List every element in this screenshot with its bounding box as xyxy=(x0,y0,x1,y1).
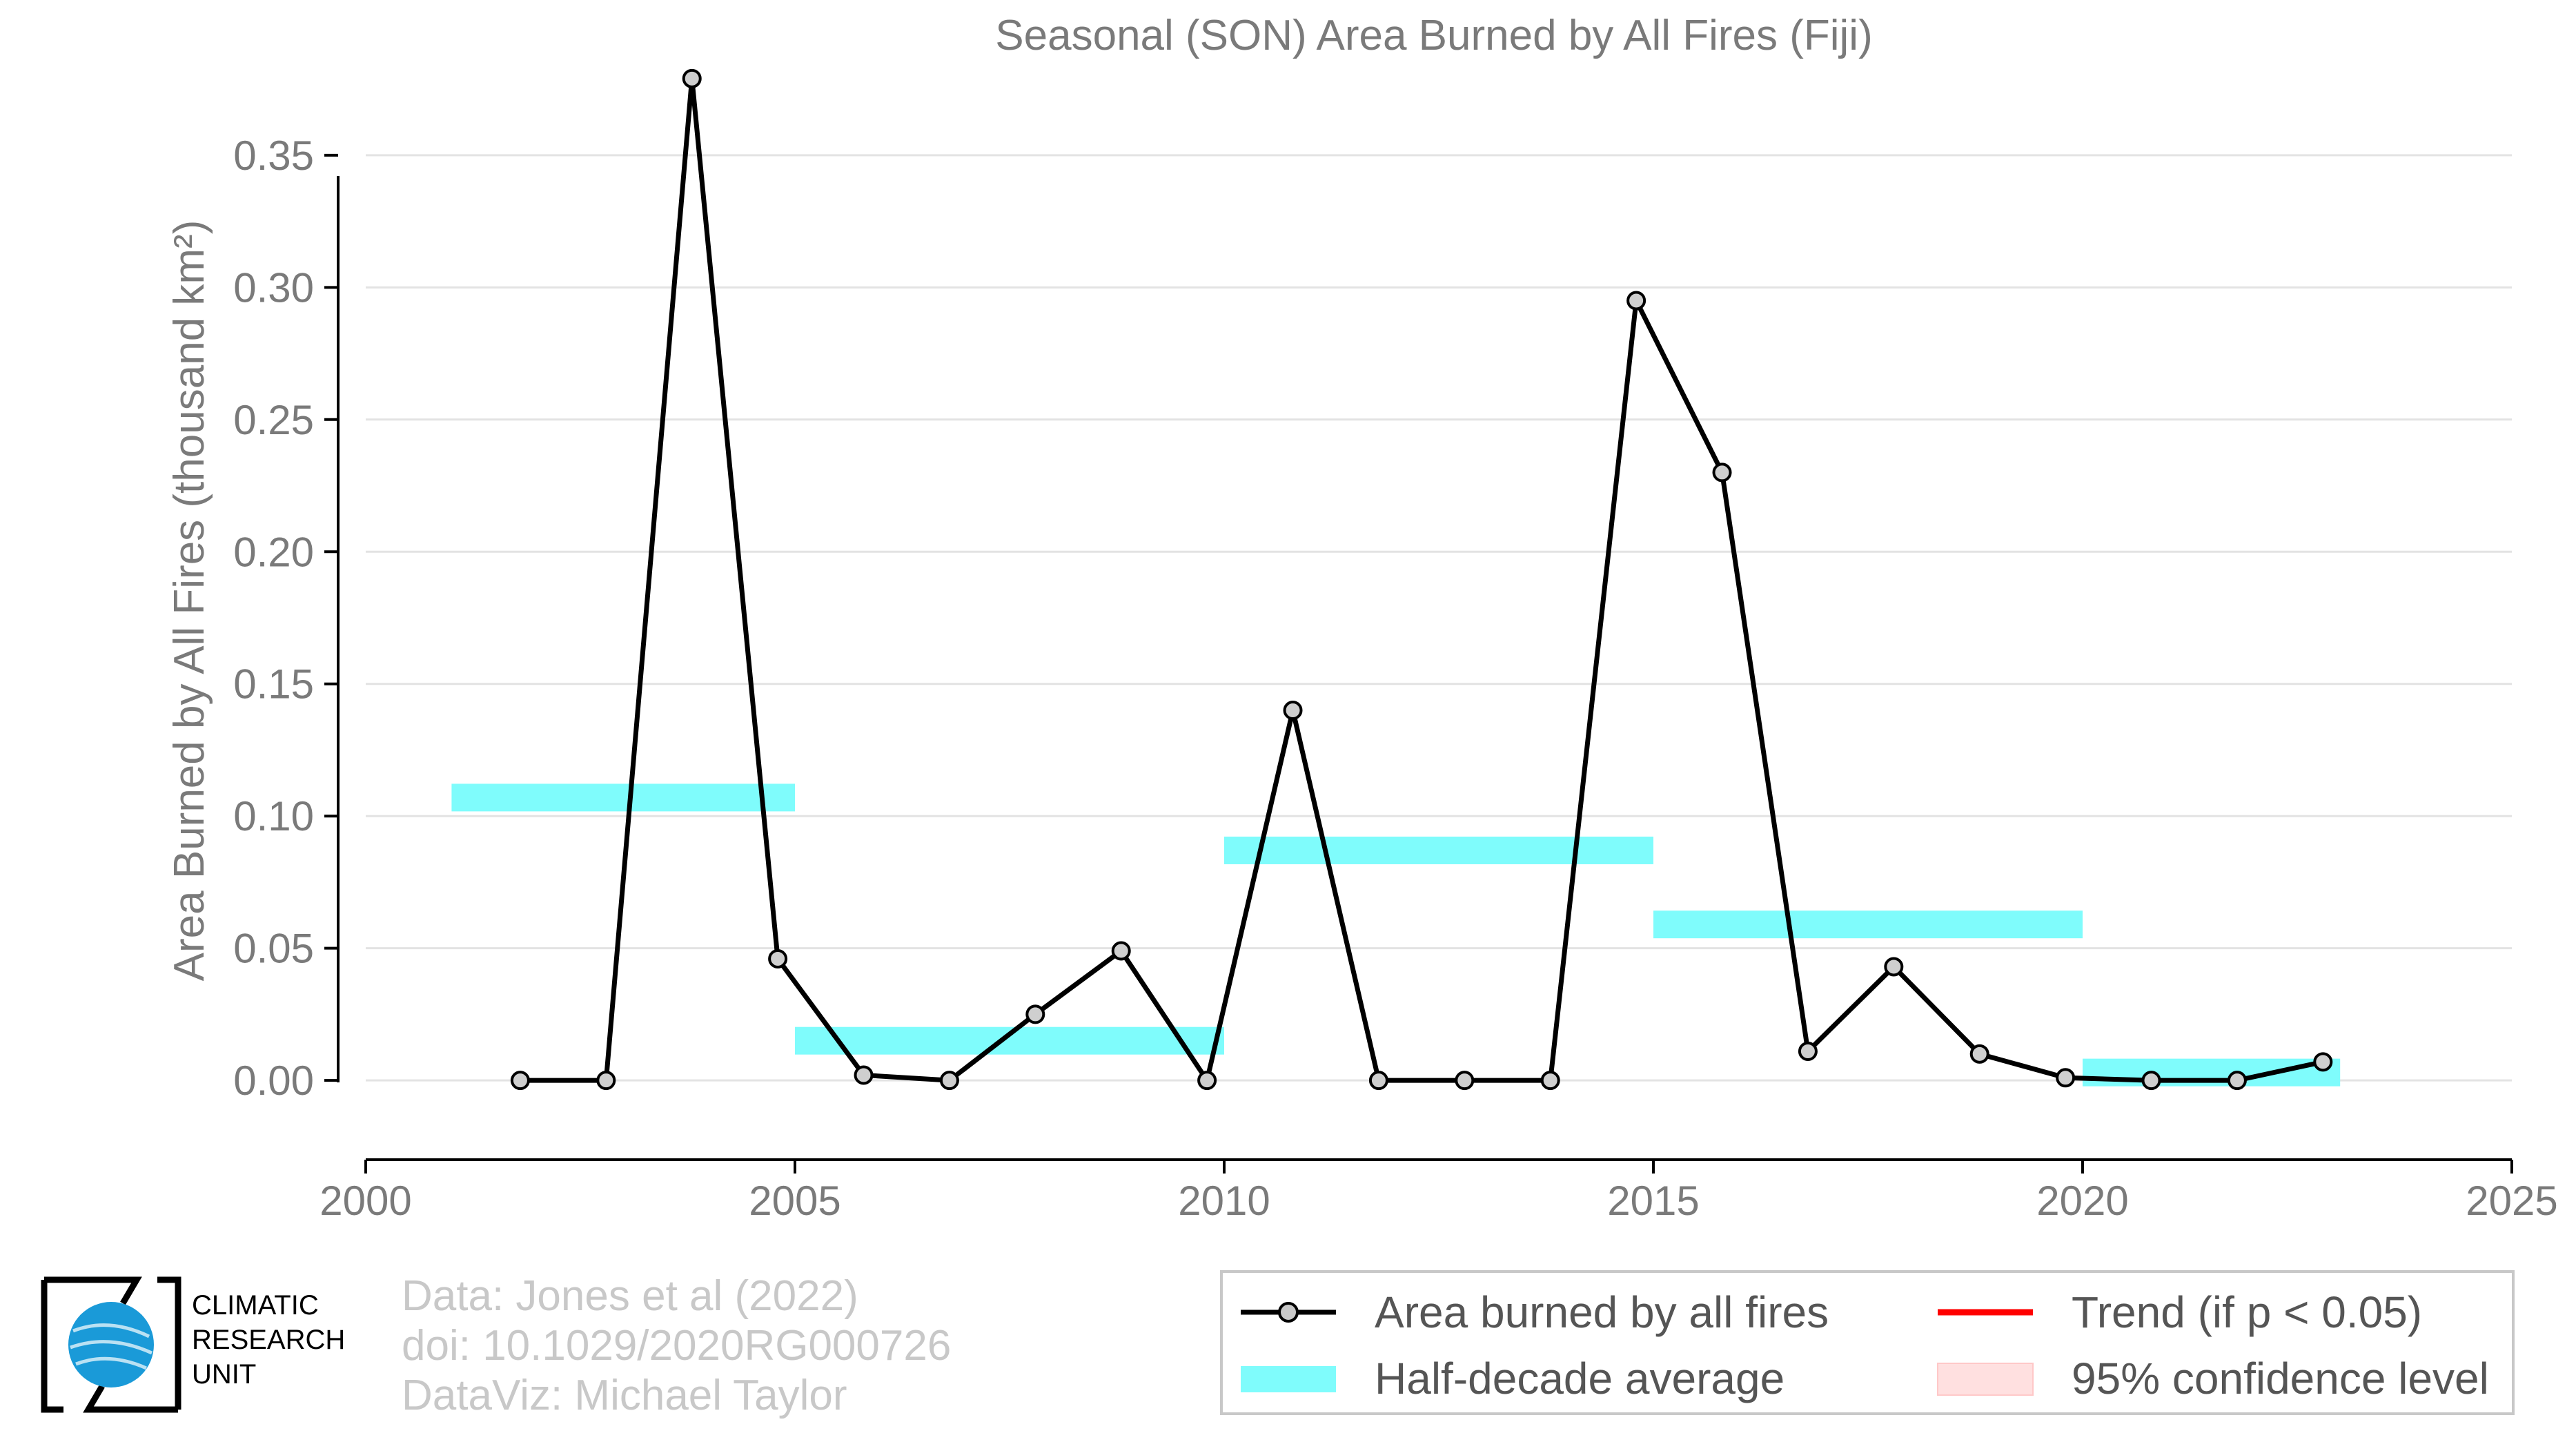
y-tick-label: 0.05 xyxy=(233,926,314,972)
data-point xyxy=(1798,1042,1818,1061)
data-point xyxy=(596,1071,616,1091)
y-tick-label: 0.10 xyxy=(233,793,314,839)
half-decade-bar xyxy=(451,783,795,812)
logo-line-1: CLIMATIC xyxy=(192,1290,319,1321)
x-tick-label: 2000 xyxy=(319,1178,411,1224)
data-point xyxy=(1111,941,1131,961)
logo-line-2: RESEARCH xyxy=(192,1325,346,1355)
gridlines xyxy=(366,154,2512,1082)
data-credits: Data: Jones et al (2022) doi: 10.1029/20… xyxy=(402,1272,951,1421)
data-point xyxy=(1455,1071,1475,1091)
legend-item-half-decade: Half-decade average xyxy=(1237,1347,1784,1410)
y-tick-label: 0.30 xyxy=(233,264,314,311)
legend-item-confidence: 95% confidence level xyxy=(1934,1347,2489,1410)
globe-icon xyxy=(41,1276,181,1413)
data-point xyxy=(768,948,788,968)
x-tick-label: 2005 xyxy=(749,1178,840,1224)
legend-swatch-cyan xyxy=(1241,1366,1336,1392)
legend-label-half-decade: Half-decade average xyxy=(1375,1354,1785,1403)
cru-logo: CLIMATIC RESEARCH UNIT xyxy=(40,1276,364,1414)
y-tick-label: 0.00 xyxy=(233,1058,314,1104)
data-point xyxy=(939,1071,959,1091)
legend-swatch-line-marker xyxy=(1241,1302,1336,1323)
credit-doi: doi: 10.1029/2020RG000726 xyxy=(402,1322,952,1370)
legend-item-trend: Trend (if p < 0.05) xyxy=(1934,1281,2422,1343)
x-tick-label: 2015 xyxy=(1607,1178,1699,1224)
data-point xyxy=(1626,291,1646,311)
y-tick-label: 0.15 xyxy=(233,661,314,708)
legend: Area burned by all fires Half-decade ave… xyxy=(1220,1270,2515,1415)
half-decade-bars xyxy=(451,783,2341,1087)
data-point xyxy=(1969,1044,1989,1064)
data-point xyxy=(682,68,702,88)
y-tick-label: 0.35 xyxy=(233,133,314,179)
half-decade-bar xyxy=(1224,836,1653,864)
data-point xyxy=(1368,1071,1388,1091)
credit-dataviz: DataViz: Michael Taylor xyxy=(402,1372,847,1419)
legend-label-trend: Trend (if p < 0.05) xyxy=(2072,1287,2423,1337)
chart-title: Seasonal (SON) Area Burned by All Fires … xyxy=(995,12,1872,59)
y-axis-label: Area Burned by All Fires (thousand km²) xyxy=(166,220,213,982)
data-point xyxy=(2227,1071,2247,1091)
half-decade-bar xyxy=(795,1026,1224,1055)
data-point xyxy=(1025,1004,1045,1024)
data-point xyxy=(1540,1071,1560,1091)
legend-swatch-pink xyxy=(1937,1363,2034,1396)
x-tick-label: 2010 xyxy=(1178,1178,1270,1224)
y-tick-label: 0.25 xyxy=(233,397,314,443)
data-point xyxy=(2313,1052,2333,1072)
logo-line-3: UNIT xyxy=(192,1359,257,1390)
x-axis: 2000 2005 2010 2015 2020 2025 xyxy=(319,1158,2558,1224)
data-point xyxy=(1197,1071,1217,1091)
legend-label-confidence: 95% confidence level xyxy=(2072,1354,2489,1403)
data-point xyxy=(510,1071,530,1091)
area-burned-points xyxy=(510,68,2333,1091)
area-burned-line xyxy=(520,76,2324,1083)
credit-data-source: Data: Jones et al (2022) xyxy=(402,1272,858,1320)
y-axis: 0.00 0.05 0.10 0.15 0.20 0.25 0.30 0.35 xyxy=(233,133,340,1104)
data-point xyxy=(2141,1071,2161,1091)
y-tick-label: 0.20 xyxy=(233,529,314,575)
data-point xyxy=(854,1065,874,1085)
legend-swatch-red-line xyxy=(1938,1309,2033,1316)
legend-item-area-burned: Area burned by all fires xyxy=(1237,1281,1829,1343)
legend-label-area-burned: Area burned by all fires xyxy=(1375,1287,1829,1337)
data-point xyxy=(1283,701,1303,721)
x-tick-label: 2020 xyxy=(2036,1178,2128,1224)
x-tick-label: 2025 xyxy=(2466,1178,2557,1224)
data-point xyxy=(2056,1068,2076,1088)
data-point xyxy=(1884,957,1904,977)
half-decade-bar xyxy=(1653,910,2083,939)
data-point xyxy=(1712,462,1732,483)
